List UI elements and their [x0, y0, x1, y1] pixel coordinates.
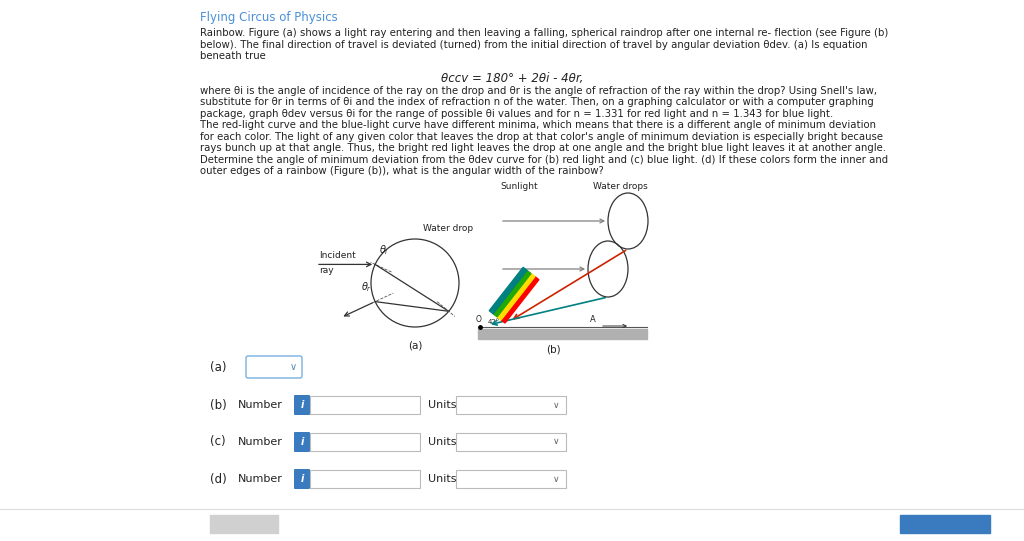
Text: package, graph θdev versus θi for the range of possible θi values and for n = 1.: package, graph θdev versus θi for the ra… — [200, 109, 834, 118]
Text: ∨: ∨ — [552, 438, 559, 446]
Text: Determine the angle of minimum deviation from the θdev curve for (b) red light a: Determine the angle of minimum deviation… — [200, 155, 888, 164]
Text: ∨: ∨ — [552, 474, 559, 484]
Text: Water drop: Water drop — [423, 224, 473, 233]
Bar — [478, 329, 647, 339]
Text: Number: Number — [238, 400, 283, 410]
Text: Incident: Incident — [319, 252, 355, 260]
Text: A: A — [590, 315, 596, 324]
Text: θccv = 180° + 2θi - 4θr,: θccv = 180° + 2θi - 4θr, — [440, 72, 584, 85]
Text: below). The final direction of travel is deviated (turned) from the initial dire: below). The final direction of travel is… — [200, 39, 867, 49]
Text: (d): (d) — [210, 472, 226, 485]
Text: $\theta_i$: $\theta_i$ — [379, 243, 389, 258]
FancyBboxPatch shape — [246, 356, 302, 378]
Text: (a): (a) — [210, 360, 226, 373]
Text: (b): (b) — [210, 399, 226, 412]
Text: ∨: ∨ — [290, 362, 297, 372]
Text: Number: Number — [238, 474, 283, 484]
Polygon shape — [494, 270, 531, 317]
Text: substitute for θr in terms of θi and the index of refraction n of the water. The: substitute for θr in terms of θi and the… — [200, 97, 873, 107]
Text: O: O — [476, 315, 482, 324]
Text: ∨: ∨ — [552, 400, 559, 410]
Text: i: i — [300, 437, 304, 447]
Text: Rainbow. Figure (a) shows a light ray entering and then leaving a falling, spher: Rainbow. Figure (a) shows a light ray en… — [200, 28, 889, 38]
Text: rays bunch up at that angle. Thus, the bright red light leaves the drop at one a: rays bunch up at that angle. Thus, the b… — [200, 143, 886, 153]
Text: (a): (a) — [408, 341, 422, 351]
Text: ray: ray — [319, 266, 334, 275]
Bar — [310, 396, 420, 414]
Polygon shape — [497, 274, 535, 320]
Text: Water drops: Water drops — [593, 182, 648, 191]
Text: i: i — [300, 474, 304, 484]
Polygon shape — [489, 267, 527, 314]
FancyBboxPatch shape — [294, 432, 310, 452]
Text: Sunlight: Sunlight — [500, 182, 538, 191]
Text: Units: Units — [428, 400, 457, 410]
Text: i: i — [300, 400, 304, 410]
Bar — [900, 515, 990, 533]
Bar — [310, 433, 420, 451]
Text: The red-light curve and the blue-light curve have different minima, which means : The red-light curve and the blue-light c… — [200, 120, 876, 130]
Text: 42°: 42° — [488, 319, 501, 325]
Polygon shape — [501, 276, 539, 323]
Text: Number: Number — [238, 437, 283, 447]
FancyBboxPatch shape — [294, 469, 310, 489]
Text: (b): (b) — [546, 345, 560, 355]
Text: outer edges of a rainbow (Figure (b)), what is the angular width of the rainbow?: outer edges of a rainbow (Figure (b)), w… — [200, 166, 604, 176]
Text: Units: Units — [428, 474, 457, 484]
Text: beneath true: beneath true — [200, 51, 266, 61]
Bar — [456, 470, 566, 488]
Text: $\theta_r$: $\theta_r$ — [361, 280, 372, 294]
Text: Units: Units — [428, 437, 457, 447]
Bar — [210, 515, 278, 533]
Bar — [456, 433, 566, 451]
Text: (c): (c) — [210, 436, 225, 448]
Bar — [310, 470, 420, 488]
Text: where θi is the angle of incidence of the ray on the drop and θr is the angle of: where θi is the angle of incidence of th… — [200, 85, 877, 96]
Text: Flying Circus of Physics: Flying Circus of Physics — [200, 11, 338, 24]
Bar — [456, 396, 566, 414]
FancyBboxPatch shape — [294, 395, 310, 415]
Text: for each color. The light of any given color that leaves the drop at that color': for each color. The light of any given c… — [200, 131, 883, 142]
